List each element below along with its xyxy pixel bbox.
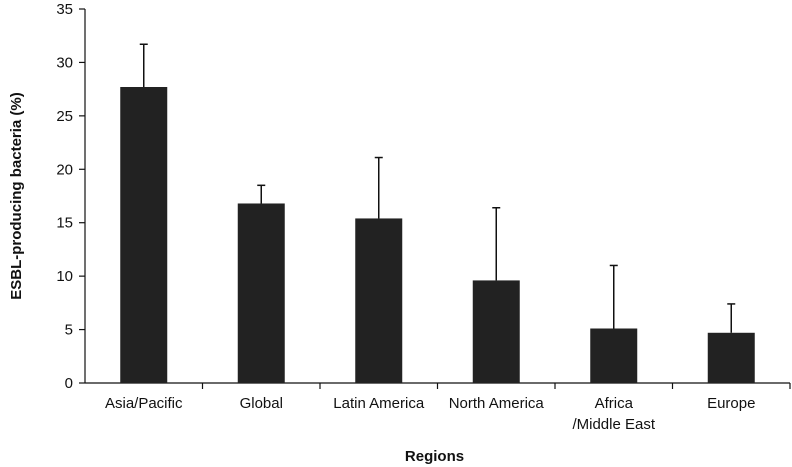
y-tick-label: 20: [56, 161, 73, 178]
bar: [590, 328, 638, 383]
bar: [120, 87, 168, 384]
x-axis-title: Regions: [405, 448, 464, 465]
y-axis: 0 5 10 15 20 25 30 35: [56, 1, 86, 392]
x-tick-label: Global: [240, 395, 283, 412]
x-tick-label: Europe: [707, 395, 755, 412]
x-tick-label: /Middle East: [572, 416, 655, 433]
x-axis: Asia/Pacific Global Latin America North Ame…: [85, 382, 791, 433]
y-tick-label: 25: [56, 108, 73, 125]
x-tick-label: Latin America: [333, 395, 425, 412]
x-tick-label: North America: [449, 395, 545, 412]
y-tick-label: 15: [56, 215, 73, 232]
x-tick-label: Asia/Pacific: [105, 395, 183, 412]
bar: [237, 203, 285, 383]
y-tick-label: 35: [56, 1, 73, 18]
x-tick-label: Africa: [595, 395, 634, 412]
y-axis-title: ESBL-producing bacteria (%): [8, 92, 25, 300]
bar: [472, 280, 520, 383]
y-tick-label: 5: [65, 322, 73, 339]
bar: [355, 218, 403, 383]
y-tick-label: 0: [65, 375, 73, 392]
bars: [120, 43, 755, 384]
y-tick-label: 30: [56, 54, 73, 71]
bar: [707, 332, 755, 383]
y-tick-label: 10: [56, 268, 73, 285]
